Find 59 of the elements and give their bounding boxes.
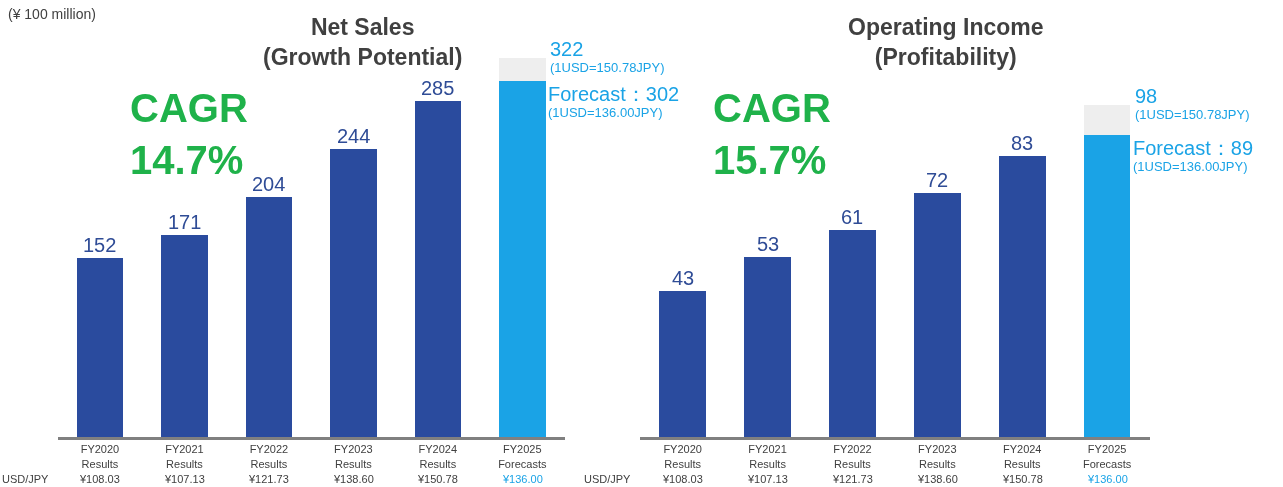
bar: [414, 101, 462, 437]
x-tick-label: FY2025 Forecasts: [1082, 443, 1132, 470]
bar: [161, 235, 208, 437]
bar: [1083, 104, 1131, 136]
x-tick-label: FY2020 Results: [80, 443, 120, 470]
x-tick-label: FY2023 Results: [918, 443, 957, 470]
total-label: 98 (1USD=150.78JPY): [1135, 85, 1250, 122]
total-label: 322 (1USD=150.78JPY): [550, 38, 665, 75]
data-label: 171: [168, 211, 202, 233]
bar: [998, 155, 1046, 437]
bar: [76, 257, 124, 437]
annotation: CAGR 15.7%: [713, 86, 831, 182]
text: ¥107.13: [164, 473, 205, 485]
text: ¥138.60: [917, 473, 958, 485]
x-tick-label: FY2022 Results: [833, 443, 872, 470]
text: ¥107.13: [747, 473, 788, 485]
text: USD/JPY: [584, 473, 632, 485]
x-tick-label: FY2024 Results: [1002, 443, 1042, 470]
bar: [659, 291, 707, 437]
text: USD/JPY: [2, 473, 50, 485]
data-label: 285: [421, 77, 455, 99]
text: ¥121.73: [248, 473, 289, 485]
x-tick-label: FY2021 Results: [165, 443, 204, 470]
data-label: 43: [672, 267, 695, 289]
x-tick-label: FY2022 Results: [249, 443, 289, 470]
bar: [829, 230, 876, 437]
bar: [914, 193, 961, 437]
annotation: CAGR 14.7%: [130, 86, 248, 182]
x-tick-label: FY2020 Results: [663, 443, 702, 470]
text: ¥121.73: [832, 473, 873, 485]
x-tick-label: FY2025 Forecasts: [498, 443, 547, 470]
annotation: Forecast：302 (1USD=136.00JPY): [548, 83, 680, 120]
bar: [1083, 135, 1131, 437]
text: ¥150.78: [417, 473, 458, 485]
text: ¥136.00: [502, 473, 543, 485]
data-label: 244: [337, 125, 371, 147]
text: ¥108.03: [79, 473, 120, 485]
annotation: Forecast：89 (1USD=136.00JPY): [1133, 137, 1254, 174]
data-label: 72: [926, 169, 949, 191]
bar: [245, 196, 293, 437]
bar: [499, 57, 546, 82]
data-label: 204: [252, 173, 286, 195]
chart-title: Operating Income (Profitability): [848, 14, 1044, 70]
text: ¥150.78: [1002, 473, 1043, 485]
data-label: 152: [83, 234, 117, 256]
x-tick-label: FY2024 Results: [418, 443, 458, 470]
chart-title: Net Sales (Growth Potential): [263, 14, 463, 70]
text: ¥108.03: [662, 473, 703, 485]
text: (¥ 100 million): [8, 6, 96, 22]
x-tick-label: FY2023 Results: [334, 443, 373, 470]
data-label: 53: [757, 233, 780, 255]
text: ¥138.60: [333, 473, 374, 485]
x-tick-label: FY2021 Results: [748, 443, 787, 470]
data-label: 83: [1011, 132, 1034, 154]
bar: [330, 149, 377, 437]
data-label: 61: [841, 206, 864, 228]
bar: [499, 81, 546, 437]
text: ¥136.00: [1087, 473, 1128, 485]
bar: [744, 257, 791, 437]
